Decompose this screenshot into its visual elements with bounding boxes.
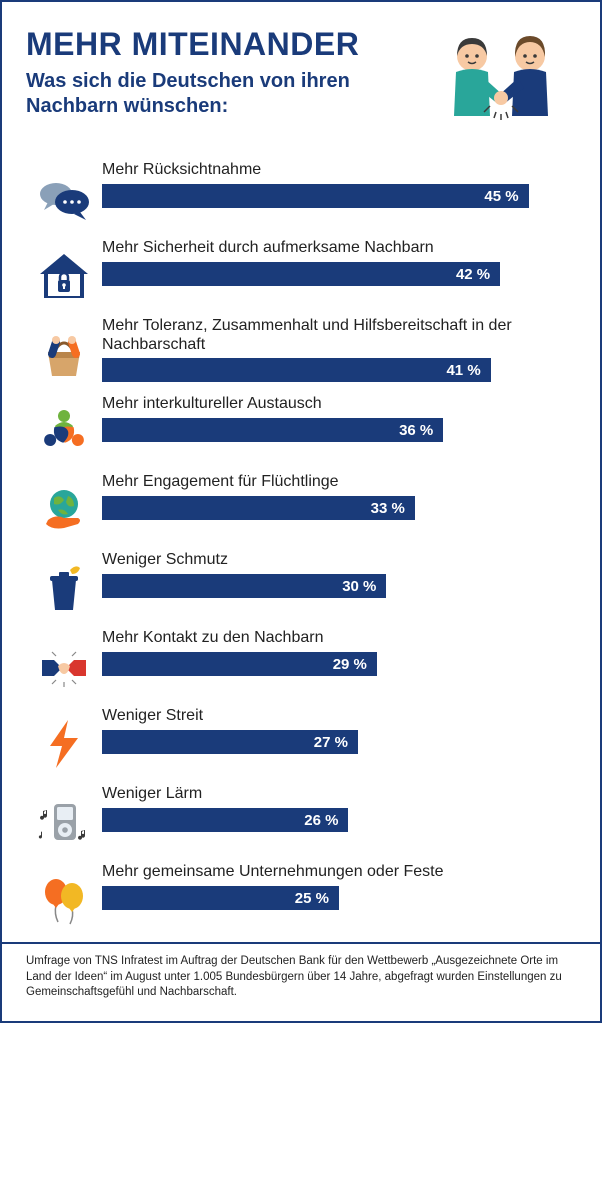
bar-cell: Weniger Schmutz 30 %	[102, 550, 576, 598]
bar-value: 26 %	[304, 812, 338, 829]
chart-row: Mehr Engagement für Flüchtlinge 33 %	[26, 472, 576, 540]
footer-source-text: Umfrage von TNS Infratest im Auftrag der…	[26, 954, 576, 1001]
bar: 41 %	[102, 358, 491, 382]
people-circle-icon	[26, 394, 102, 462]
bar-track: 30 %	[102, 574, 576, 598]
bolt-icon	[26, 706, 102, 774]
chart-row: Weniger Schmutz 30 %	[26, 550, 576, 618]
bar-cell: Mehr Rücksichtnahme 45 %	[102, 160, 576, 208]
chart-row: Mehr Rücksichtnahme 45 %	[26, 160, 576, 228]
bar-value: 36 %	[399, 422, 433, 439]
bar-label: Mehr Engagement für Flüchtlinge	[102, 472, 576, 492]
chart-row: Weniger Lärm 26 %	[26, 784, 576, 852]
bar-value: 33 %	[371, 500, 405, 517]
chart-row: Mehr interkultureller Austausch 36 %	[26, 394, 576, 462]
bar-cell: Mehr Engagement für Flüchtlinge 33 %	[102, 472, 576, 520]
speech-icon	[26, 160, 102, 228]
header-text: MEHR MITEINANDER Was sich die Deutschen …	[26, 26, 422, 119]
bar: 30 %	[102, 574, 386, 598]
trash-icon	[26, 550, 102, 618]
bar-label: Mehr gemeinsame Unternehmungen oder Fest…	[102, 862, 576, 882]
bar-track: 42 %	[102, 262, 576, 286]
bar-value: 41 %	[446, 362, 480, 379]
bar-label: Mehr Rücksichtnahme	[102, 160, 576, 180]
bar-value: 30 %	[342, 578, 376, 595]
bar-value: 27 %	[314, 734, 348, 751]
bar-track: 45 %	[102, 184, 576, 208]
bar-track: 27 %	[102, 730, 576, 754]
bar: 27 %	[102, 730, 358, 754]
bar: 42 %	[102, 262, 500, 286]
handshake-icon	[26, 628, 102, 696]
page-subtitle: Was sich die Deutschen von ihren Nachbar…	[26, 69, 422, 119]
bar-cell: Weniger Lärm 26 %	[102, 784, 576, 832]
chart-row: Mehr gemeinsame Unternehmungen oder Fest…	[26, 862, 576, 930]
bar-cell: Mehr gemeinsame Unternehmungen oder Fest…	[102, 862, 576, 910]
bar-label: Weniger Schmutz	[102, 550, 576, 570]
globe-hand-icon	[26, 472, 102, 540]
bar-cell: Mehr Toleranz, Zusammenhalt und Hilfsber…	[102, 316, 576, 382]
bar-track: 41 %	[102, 358, 576, 382]
bar-cell: Weniger Streit 27 %	[102, 706, 576, 754]
bar: 26 %	[102, 808, 348, 832]
bar-track: 33 %	[102, 496, 576, 520]
bar: 25 %	[102, 886, 339, 910]
bar-track: 25 %	[102, 886, 576, 910]
chart-row: Mehr Sicherheit durch aufmerksame Nachba…	[26, 238, 576, 306]
bar-chart: Mehr Rücksichtnahme 45 % Mehr Sicherheit d…	[26, 160, 576, 930]
handshake-people-illustration	[426, 26, 576, 146]
bar: 29 %	[102, 652, 377, 676]
page-title: MEHR MITEINANDER	[26, 26, 422, 63]
bar-label: Mehr Sicherheit durch aufmerksame Nachba…	[102, 238, 576, 258]
bar: 36 %	[102, 418, 443, 442]
basket-icon	[26, 316, 102, 384]
bar-label: Mehr Kontakt zu den Nachbarn	[102, 628, 576, 648]
bar-cell: Mehr Sicherheit durch aufmerksame Nachba…	[102, 238, 576, 286]
chart-row: Weniger Streit 27 %	[26, 706, 576, 774]
bar-cell: Mehr interkultureller Austausch 36 %	[102, 394, 576, 442]
bar-value: 29 %	[333, 656, 367, 673]
bar-track: 29 %	[102, 652, 576, 676]
footer: Umfrage von TNS Infratest im Auftrag der…	[2, 942, 600, 1011]
bar-cell: Mehr Kontakt zu den Nachbarn 29 %	[102, 628, 576, 676]
bar-value: 45 %	[484, 188, 518, 205]
bar-label: Weniger Streit	[102, 706, 576, 726]
chart-row: Mehr Toleranz, Zusammenhalt und Hilfsber…	[26, 316, 576, 384]
balloons-icon	[26, 862, 102, 930]
bar-label: Weniger Lärm	[102, 784, 576, 804]
header: MEHR MITEINANDER Was sich die Deutschen …	[26, 26, 576, 146]
bar-label: Mehr interkultureller Austausch	[102, 394, 576, 414]
bar: 45 %	[102, 184, 529, 208]
bar-label: Mehr Toleranz, Zusammenhalt und Hilfsber…	[102, 316, 576, 354]
bar-track: 36 %	[102, 418, 576, 442]
infographic: MEHR MITEINANDER Was sich die Deutschen …	[0, 0, 602, 1023]
house-lock-icon	[26, 238, 102, 306]
bar-value: 25 %	[295, 890, 329, 907]
music-player-icon	[26, 784, 102, 852]
bar-value: 42 %	[456, 266, 490, 283]
bar-track: 26 %	[102, 808, 576, 832]
bar: 33 %	[102, 496, 415, 520]
chart-row: Mehr Kontakt zu den Nachbarn 29 %	[26, 628, 576, 696]
